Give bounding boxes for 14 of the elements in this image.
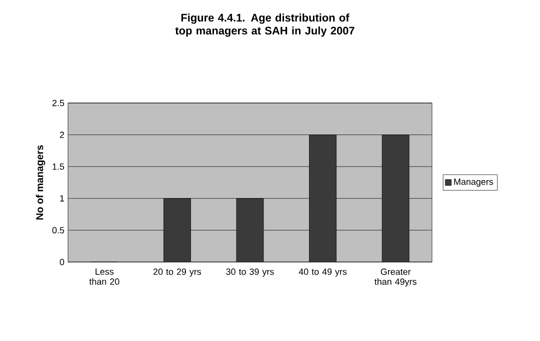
y-tick-label: 2.5 — [52, 100, 64, 106]
x-tick-label: 30 to 39 yrs — [226, 268, 274, 277]
chart-title: Figure 4.4.1. Age distribution of top managers at SAH in July 2007 — [175, 14, 354, 37]
y-tick-label: 0.5 — [52, 227, 64, 234]
x-tick-label: 20 to 29 yrs — [153, 268, 202, 277]
y-tick-label: 0 — [60, 258, 64, 266]
x-tick-label: Less than 20 — [89, 268, 120, 285]
y-tick-label: 1.5 — [52, 163, 64, 170]
y-axis-title: No of managers — [36, 145, 46, 220]
y-tick-label: 1 — [60, 195, 64, 202]
x-tick-label: Greater than 49yrs — [374, 268, 416, 287]
legend-label: Managers — [454, 178, 494, 187]
y-tick-label: 2 — [60, 132, 64, 138]
x-tick-label: 40 to 49 yrs — [298, 268, 347, 277]
